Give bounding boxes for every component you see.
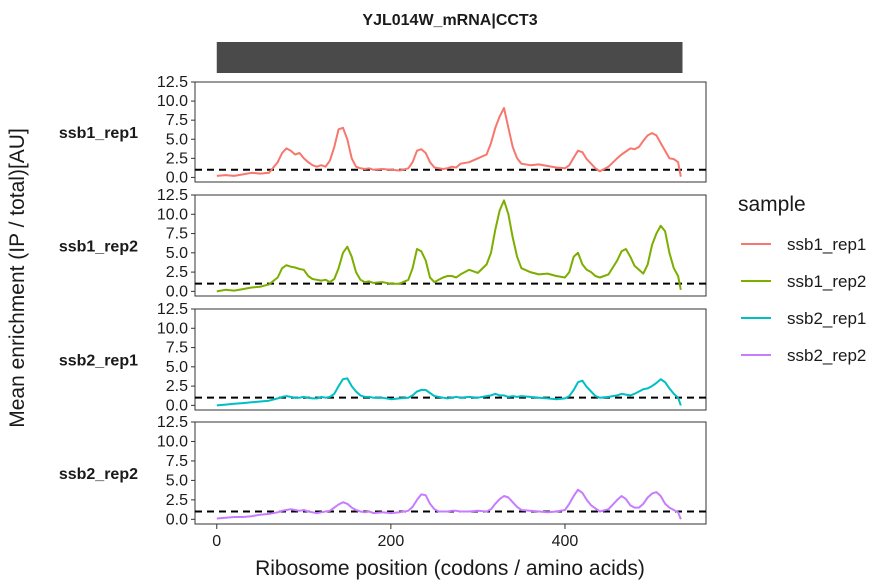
y-tick-label: 5.0 (166, 359, 188, 376)
y-tick-label: 0.0 (166, 397, 188, 414)
x-tick-label: 400 (552, 533, 579, 550)
x-tick-label: 200 (378, 533, 405, 550)
facet-label: ssb2_rep1 (59, 353, 138, 370)
y-tick-label: 10.0 (157, 206, 188, 223)
y-tick-label: 10.0 (157, 93, 188, 110)
y-tick-label: 12.5 (157, 301, 188, 318)
chart-title: YJL014W_mRNA|CCT3 (362, 12, 537, 29)
y-tick-label: 5.0 (166, 245, 188, 262)
legend-label: ssb2_rep2 (787, 346, 866, 365)
facet-panels: 0.0 2.5 5.0 7.5 10.0 12.5 ssb1_rep1 0.0 2.5 5.0 7.… (59, 74, 707, 528)
facet-panel: 0.0 2.5 5.0 7.5 10.0 12.5 ssb1_rep1 (59, 74, 707, 186)
cds-bar-layer (216, 42, 683, 73)
panel-border (194, 81, 707, 183)
y-tick-label: 7.5 (166, 340, 188, 357)
series-line-ssb2_rep1 (216, 377, 682, 407)
facet-label: ssb1_rep1 (59, 125, 138, 142)
y-tick-label: 0.0 (166, 283, 188, 300)
y-axis-label: Mean enrichment (IP / total)[AU] (6, 128, 29, 428)
facet-label: ssb1_rep2 (59, 239, 138, 256)
series-line-ssb2_rep2 (216, 488, 682, 520)
y-tick-label: 2.5 (166, 264, 188, 281)
y-tick-label: 0.0 (166, 169, 188, 186)
x-axis: 0 200 400 (212, 524, 578, 550)
x-axis-label: Ribosome position (codons / amino acids) (255, 557, 645, 580)
panel-border (194, 421, 707, 525)
legend-item: ssb1_rep2 (741, 272, 866, 291)
legend-label: ssb1_rep2 (787, 272, 866, 291)
y-tick-label: 10.0 (157, 433, 188, 450)
legend: ssb1_rep1 ssb1_rep2 ssb2_rep1 ssb2_rep2 (741, 235, 866, 365)
cds-bar (216, 42, 683, 73)
series-line-ssb1_rep2 (216, 199, 682, 293)
y-tick-label: 2.5 (166, 150, 188, 167)
y-tick-label: 5.0 (166, 131, 188, 148)
y-tick-label: 7.5 (166, 112, 188, 129)
facet-panel: 0.0 2.5 5.0 7.5 10.0 12.5 ssb2_rep1 (59, 301, 707, 414)
y-tick-label: 10.0 (157, 320, 188, 337)
y-tick-label: 12.5 (157, 414, 188, 431)
facet-label: ssb2_rep2 (59, 466, 138, 483)
facet-panel: 0.0 2.5 5.0 7.5 10.0 12.5 ssb2_rep2 (59, 414, 707, 528)
y-tick-label: 2.5 (166, 492, 188, 509)
y-tick-label: 12.5 (157, 187, 188, 204)
y-tick-label: 12.5 (157, 74, 188, 91)
legend-item: ssb1_rep1 (741, 235, 866, 254)
y-tick-label: 2.5 (166, 378, 188, 395)
facet-panel: 0.0 2.5 5.0 7.5 10.0 12.5 ssb1_rep2 (59, 187, 707, 300)
y-tick-label: 7.5 (166, 226, 188, 243)
legend-label: ssb2_rep1 (787, 309, 866, 328)
series-line-ssb1_rep1 (216, 107, 682, 177)
legend-item: ssb2_rep1 (741, 309, 866, 328)
y-tick-label: 0.0 (166, 511, 188, 528)
x-tick-label: 0 (212, 533, 221, 550)
panel-border (194, 194, 707, 297)
y-tick-label: 7.5 (166, 453, 188, 470)
y-tick-label: 5.0 (166, 472, 188, 489)
legend-item: ssb2_rep2 (741, 346, 866, 365)
legend-label: ssb1_rep1 (787, 235, 866, 254)
legend-title: sample (738, 193, 806, 216)
